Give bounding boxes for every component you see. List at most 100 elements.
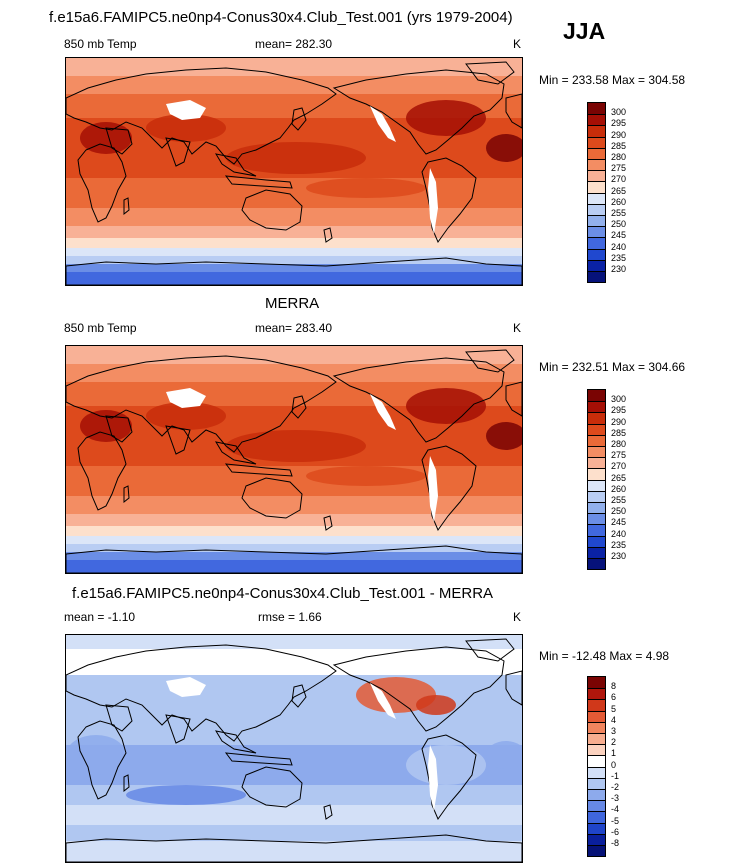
colorbar-tick-label: 265	[611, 185, 627, 196]
field-anomaly	[306, 466, 426, 486]
colorbar-swatch	[588, 446, 605, 458]
field-band	[66, 841, 522, 862]
colorbar-tick-label: 275	[611, 163, 627, 174]
panel2-map	[65, 345, 523, 574]
colorbar-swatch	[588, 192, 605, 204]
field-anomaly	[126, 785, 246, 805]
coastline-nz	[323, 515, 333, 531]
colorbar-tick-label: 6	[611, 692, 617, 703]
colorbar-tick-label: -5	[611, 815, 620, 826]
colorbar-tick-label: 270	[611, 461, 627, 472]
colorbar-tick-label: -6	[611, 826, 620, 837]
coastline-india	[165, 137, 191, 167]
panel3-map	[65, 634, 523, 863]
panel1-map-canvas	[66, 58, 522, 285]
coastline-namerica	[332, 646, 505, 732]
coastline-greenland	[465, 61, 515, 85]
field-band	[66, 544, 522, 552]
field-band	[66, 496, 522, 514]
field-band	[66, 364, 522, 382]
colorbar-swatch	[588, 721, 605, 733]
colorbar-swatch	[588, 412, 605, 424]
colorbar-swatch	[588, 744, 605, 756]
panel1-minmax: Min = 233.58 Max = 304.58	[539, 73, 686, 87]
colorbar-tick-label: 5	[611, 703, 617, 714]
panel3-rmse: rmse = 1.66	[258, 610, 322, 624]
colorbar-tick-label: 265	[611, 472, 627, 483]
coastline-indonesia	[224, 175, 293, 189]
field-anomaly	[406, 100, 486, 136]
colorbar-swatch	[588, 845, 605, 857]
colorbar-tick-label: 295	[611, 118, 627, 129]
coastline-namerica	[332, 69, 505, 155]
colorbar-tick-label: 295	[611, 405, 627, 416]
colorbar-tick-label: -4	[611, 804, 620, 815]
terrain-mask	[166, 100, 206, 120]
colorbar-swatch	[588, 457, 605, 469]
colorbar-tick-label: 285	[611, 427, 627, 438]
terrain-mask	[428, 168, 438, 234]
colorbar-swatch	[588, 434, 605, 446]
coastline-australia	[241, 766, 303, 808]
colorbar-tick-label: 280	[611, 152, 627, 162]
terrain-mask	[428, 745, 438, 811]
colorbar-tick-label: 275	[611, 450, 627, 461]
field-band	[66, 238, 522, 248]
panel3-units: K	[513, 610, 522, 624]
colorbar-tick-label: 245	[611, 230, 627, 241]
colorbar-tick-label: 280	[611, 439, 627, 449]
coastline-europe_w	[505, 93, 522, 129]
coastline-arabia	[105, 704, 133, 732]
field-band	[66, 208, 522, 226]
coastline-greenland	[465, 349, 515, 373]
figure-title: f.e15a6.FAMIPC5.ne0np4-Conus30x4.Club_Te…	[49, 9, 513, 26]
colorbar-tick-label: 290	[611, 129, 627, 140]
field-anomaly	[80, 410, 132, 442]
colorbar-tick-label: 2	[611, 737, 617, 748]
coastline-japan	[291, 107, 307, 131]
field-band	[66, 256, 522, 264]
field-band	[66, 805, 522, 825]
field-band	[66, 514, 522, 526]
coastline-antarctica	[66, 257, 522, 285]
colorbar-swatch	[588, 103, 605, 115]
colorbar-swatch	[588, 733, 605, 745]
colorbar-swatch	[588, 822, 605, 834]
colorbar-swatch	[588, 502, 605, 514]
colorbar-swatch	[588, 170, 605, 182]
colorbar-swatch	[588, 699, 605, 711]
colorbar-tick-label: -3	[611, 793, 620, 804]
colorbar-swatch	[588, 535, 605, 547]
panel3-map-canvas	[66, 635, 522, 862]
colorbar-swatch	[588, 558, 605, 570]
coastline-australia	[241, 189, 303, 231]
colorbar-tick-label: 3	[611, 726, 617, 736]
field-anomaly	[416, 695, 456, 715]
coastline-antarctica	[66, 834, 522, 862]
colorbar-swatch	[588, 766, 605, 778]
coastline-india	[165, 714, 191, 744]
coastline-eurasia	[66, 355, 337, 453]
coastline-australia	[241, 477, 303, 519]
terrain-mask	[370, 106, 396, 142]
colorbar-tick-label: 4	[611, 714, 617, 725]
field-anomaly	[406, 745, 486, 785]
colorbar-swatch	[588, 237, 605, 249]
field-band	[66, 825, 522, 841]
colorbar-tick-label: 300	[611, 394, 627, 405]
colorbar-swatch	[588, 755, 605, 767]
coastline-seasia	[214, 153, 257, 177]
panel1-units: K	[513, 37, 522, 51]
colorbar-tick-label: 0	[611, 759, 617, 770]
coastline-nz	[323, 227, 333, 243]
panel2-variable: 850 mb Temp	[64, 321, 137, 335]
coastline-eurasia	[66, 67, 337, 165]
colorbar-swatch	[588, 468, 605, 480]
colorbar-swatch	[588, 789, 605, 801]
coastline-madagascar	[123, 774, 130, 793]
field-anomaly	[146, 114, 226, 142]
field-band	[66, 272, 522, 285]
panel1-map	[65, 57, 523, 286]
field-band	[66, 466, 522, 496]
panel2-units: K	[513, 321, 522, 335]
